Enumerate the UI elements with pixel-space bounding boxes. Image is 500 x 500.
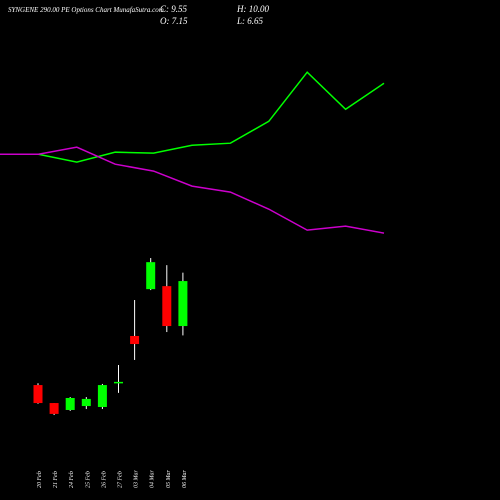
x-tick-label: 27 Feb <box>118 471 124 488</box>
x-tick-label: 24 Feb <box>68 471 75 488</box>
candle-body <box>130 335 140 345</box>
candle-body <box>65 397 75 410</box>
stat: O: 7.15 <box>160 16 188 26</box>
stat: C: 9.55 <box>160 4 188 14</box>
x-tick-label: 21 Feb <box>53 471 59 488</box>
candle-body <box>97 385 107 407</box>
x-tick-label: 20 Feb <box>37 471 43 488</box>
x-tick-label: 06 Mar <box>182 470 188 488</box>
x-tick-label: 05 Mar <box>166 470 172 488</box>
candle-body <box>114 381 123 384</box>
candle-body <box>146 262 156 290</box>
candle-body <box>178 281 188 327</box>
line-series <box>0 146 385 234</box>
candle-body <box>49 403 59 414</box>
x-tick-label: 04 Mar <box>149 470 156 488</box>
line-series <box>0 71 385 163</box>
candle-body <box>81 398 91 407</box>
x-tick-label: 26 Feb <box>101 471 107 488</box>
x-tick-label: 03 Mar <box>134 470 140 488</box>
stat: L: 6.65 <box>236 16 264 26</box>
candle-body <box>162 286 172 327</box>
chart-title: SYNGENE 290.00 PE Options Chart MunafaSu… <box>8 6 164 14</box>
x-tick-label: 25 Feb <box>85 471 91 488</box>
stat: H: 10.00 <box>236 4 269 14</box>
candle-body <box>33 385 43 404</box>
